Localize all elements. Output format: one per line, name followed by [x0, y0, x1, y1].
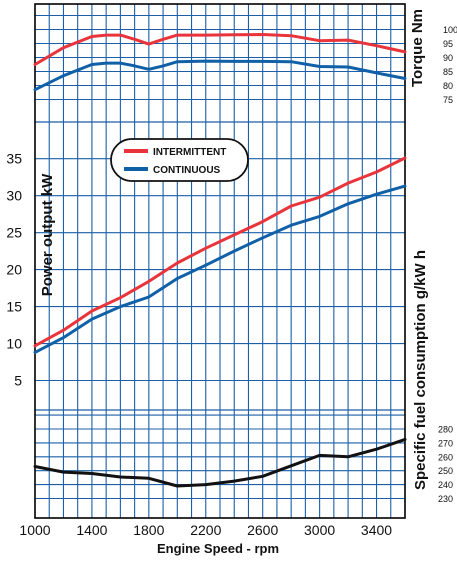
power-tick-label: 35 [6, 151, 22, 167]
x-tick-label: 1800 [133, 522, 164, 538]
power-tick-label: 15 [6, 299, 22, 315]
power-tick-label: 10 [6, 336, 22, 352]
power-tick-label: 30 [6, 188, 22, 204]
torque-tick-label: 100 [443, 25, 457, 35]
torque-axis-label: Torque Nm [409, 9, 426, 87]
power-intermittent-line [33, 156, 407, 348]
power-tick-label: 20 [6, 262, 22, 278]
torque-tick-label: 90 [443, 53, 453, 63]
sfc-tick-label: 240 [438, 480, 453, 490]
sfc-curve-line [33, 437, 407, 488]
power-tick-label: 25 [6, 225, 22, 241]
x-tick-label: 2600 [247, 522, 278, 538]
axis-labels: Power output kW Torque Nm Specific fuel co… [39, 9, 429, 556]
series [33, 33, 407, 488]
legend-box: INTERMITTENT CONTINUOUS [110, 138, 249, 182]
plot-frame [34, 3, 406, 519]
torque-intermittent-line [33, 33, 407, 66]
sfc-tick-label: 260 [438, 452, 453, 462]
sfc-tick-label: 280 [438, 425, 453, 435]
x-tick-label: 3000 [304, 522, 335, 538]
tick-labels: 5 10 15 20 25 30 35 75 80 85 90 95 100 230 240 250 260 27… [6, 25, 457, 538]
sfc-axis-label: Specific fuel consumption g/kW h [412, 250, 429, 490]
torque-tick-label: 80 [443, 81, 453, 91]
x-axis-label: Engine Speed - rpm [157, 541, 279, 556]
torque-continuous-line [33, 59, 407, 92]
legend-label-intermittent: INTERMITTENT [153, 147, 226, 158]
torque-tick-label: 85 [443, 67, 453, 77]
x-tick-label: 3400 [361, 522, 392, 538]
power-continuous-line [33, 184, 407, 354]
legend-label-continuous: CONTINUOUS [153, 165, 221, 176]
x-tick-label: 1400 [76, 522, 107, 538]
torque-tick-label: 95 [443, 39, 453, 49]
x-tick-label: 1000 [19, 522, 50, 538]
sfc-tick-label: 250 [438, 466, 453, 476]
torque-tick-label: 75 [443, 95, 453, 105]
power-axis-label: Power output kW [39, 173, 56, 296]
x-tick-label: 2200 [190, 522, 221, 538]
legend: INTERMITTENT CONTINUOUS [110, 138, 249, 182]
sfc-tick-label: 270 [438, 438, 453, 448]
grid [34, 3, 406, 519]
sfc-tick-label: 230 [438, 494, 453, 504]
power-tick-label: 5 [14, 373, 22, 389]
